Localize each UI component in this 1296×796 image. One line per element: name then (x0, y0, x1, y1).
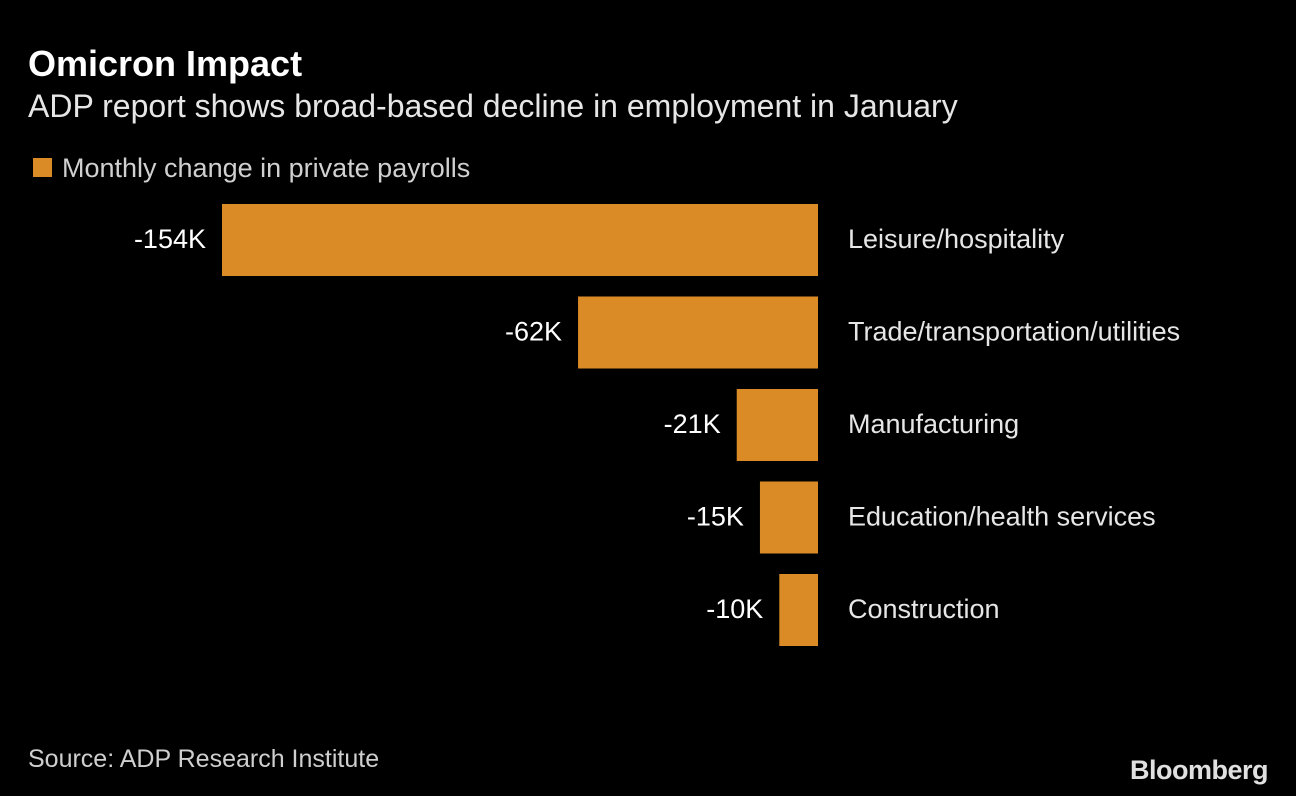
value-label: -21K (664, 409, 721, 439)
bar (736, 389, 818, 461)
value-label: -15K (687, 502, 744, 532)
source-note: Source: ADP Research Institute (28, 745, 379, 773)
bars-group: -154K Leisure/hospitality -62K Trade/transp… (134, 204, 1180, 646)
value-label: -10K (706, 594, 763, 624)
category-label: Leisure/hospitality (848, 224, 1065, 254)
bar (578, 296, 818, 369)
chart-title: Omicron Impact (28, 43, 302, 84)
legend-swatch (33, 158, 52, 177)
bar (779, 574, 818, 646)
bloomberg-logo: Bloomberg (1130, 755, 1268, 785)
category-label: Construction (848, 594, 1000, 624)
category-label: Education/health services (848, 502, 1156, 532)
value-label: -62K (505, 317, 562, 347)
chart-subtitle: ADP report shows broad-based decline in … (28, 88, 958, 124)
category-label: Manufacturing (848, 409, 1019, 439)
value-label: -154K (134, 224, 206, 254)
legend-label: Monthly change in private payrolls (62, 153, 470, 183)
bar (759, 481, 818, 554)
category-label: Trade/transportation/utilities (848, 317, 1180, 347)
bar (222, 204, 818, 276)
